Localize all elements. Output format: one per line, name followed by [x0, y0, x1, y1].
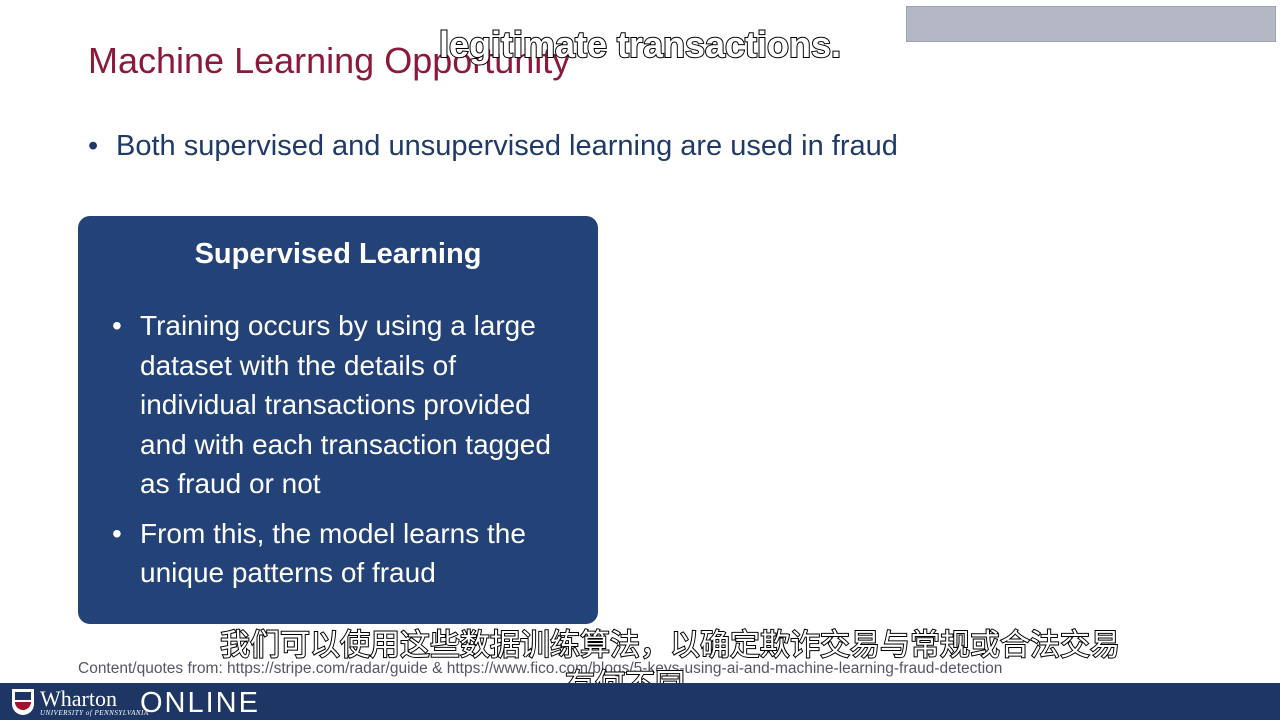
footer-bar: Wharton UNIVERSITY of PENNSYLVANIA ONLIN… — [0, 683, 1280, 720]
subtitle-chinese-line1: 我们可以使用这些数据训练算法，以确定欺诈交易与常规或合法交易 — [219, 627, 1121, 664]
list-item: • From this, the model learns the unique … — [108, 514, 568, 593]
online-label: ONLINE — [140, 687, 260, 719]
wordmark: Wharton UNIVERSITY of PENNSYLVANIA — [40, 685, 149, 717]
intro-bullet: • Both supervised and unsupervised learni… — [88, 130, 898, 163]
list-item-text: From this, the model learns the unique p… — [140, 517, 526, 589]
bullet-marker: • — [88, 130, 99, 162]
list-item-text: Training occurs by using a large dataset… — [140, 310, 551, 499]
slide-title: Machine Learning Opportunity — [88, 40, 571, 81]
subtitle-english: legitimate transactions. — [0, 23, 1280, 66]
panel-heading: Supervised Learning — [194, 238, 482, 270]
panel-list: • Training occurs by using a large datase… — [108, 306, 568, 603]
bullet-marker: • — [112, 310, 122, 341]
subtitle-english-text: legitimate transactions. — [438, 23, 842, 66]
brand-name: Wharton — [40, 685, 117, 711]
bullet-marker: • — [112, 517, 122, 549]
shield-icon — [12, 689, 34, 715]
intro-bullet-text: Both supervised and unsupervised learnin… — [116, 130, 898, 162]
wharton-logo: Wharton UNIVERSITY of PENNSYLVANIA — [12, 687, 149, 717]
brand-subtitle: UNIVERSITY of PENNSYLVANIA — [40, 708, 149, 717]
supervised-learning-panel: Supervised Learning • Training occurs by … — [78, 216, 598, 624]
source-citation: Content/quotes from: https://stripe.com/… — [78, 660, 1003, 677]
list-item: • Training occurs by using a large datase… — [108, 306, 568, 504]
caption-overlay-box — [906, 6, 1276, 42]
